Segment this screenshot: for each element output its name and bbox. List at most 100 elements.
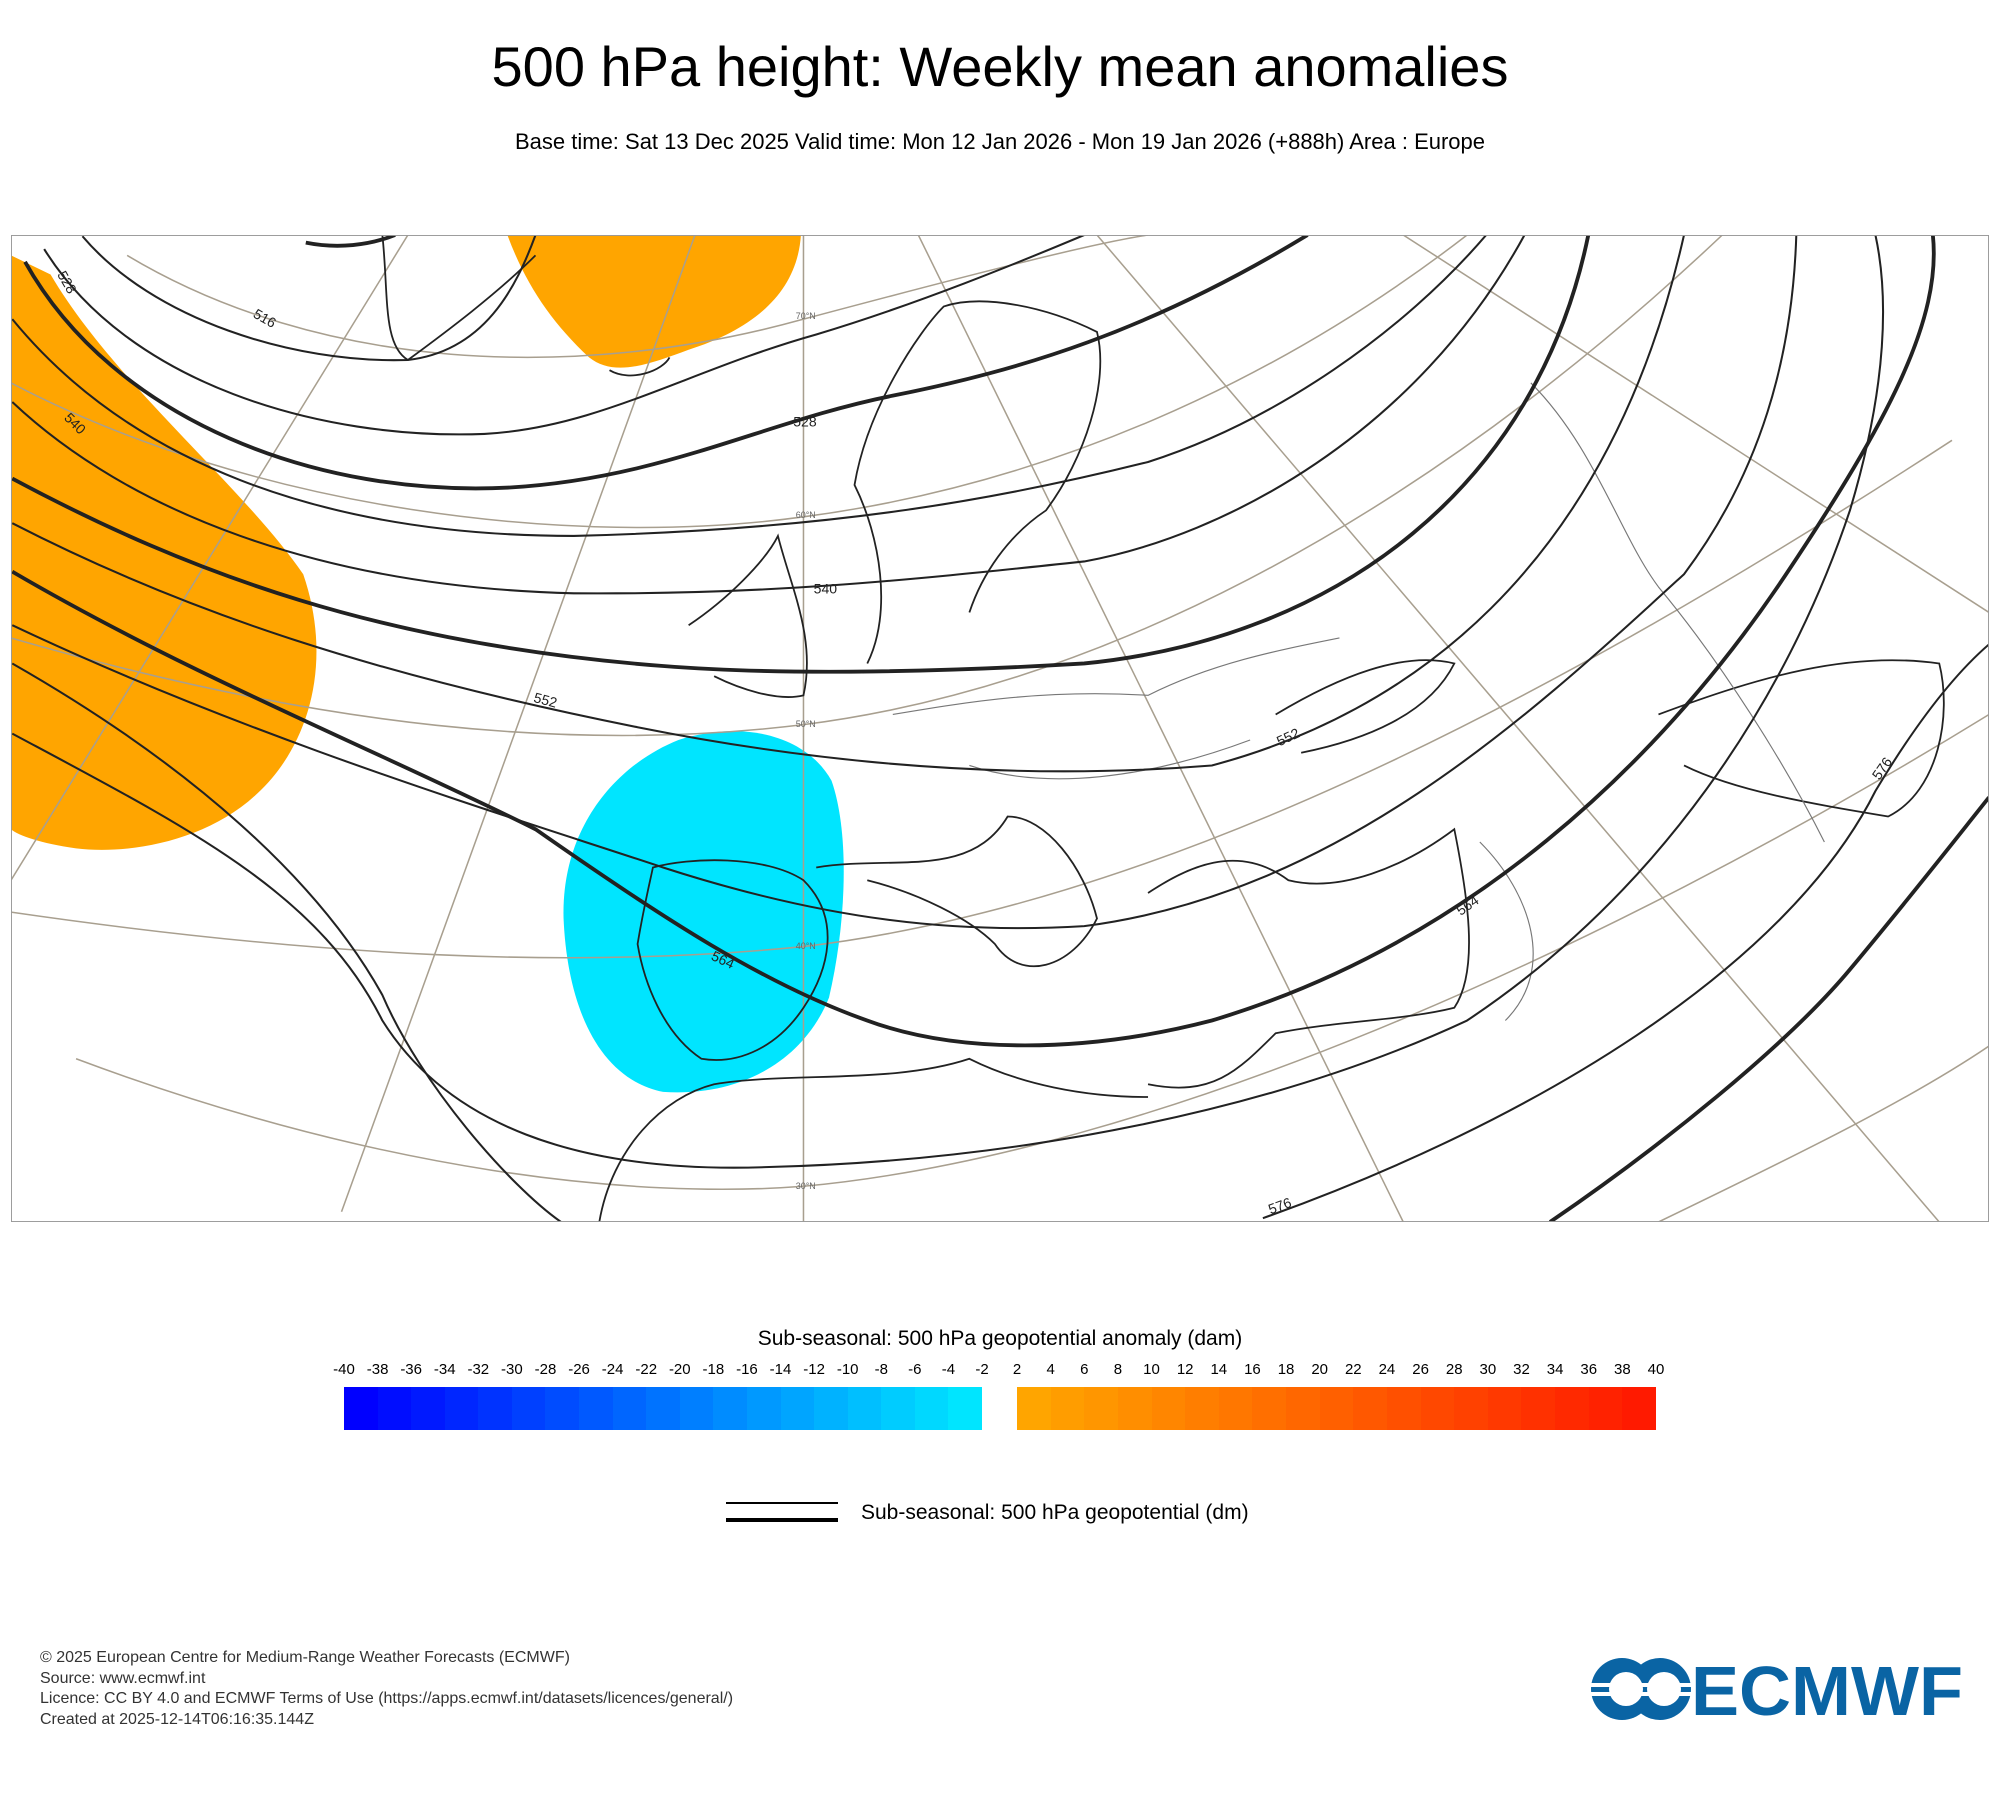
positive-bin — [1420, 1387, 1455, 1430]
colorbar-tick: 38 — [1614, 1361, 1631, 1378]
colorbar-tick: -26 — [568, 1361, 590, 1378]
negative-bin — [545, 1387, 580, 1430]
lat-label: 40°N — [796, 941, 816, 951]
colorbar-tick: 40 — [1647, 1361, 1665, 1378]
colorbar-tick: 26 — [1412, 1361, 1429, 1378]
colorbar-negative — [344, 1387, 982, 1430]
colorbar-tick: -20 — [668, 1361, 691, 1378]
positive-bin — [1185, 1387, 1219, 1430]
negative-bin — [847, 1387, 882, 1430]
negative-bin — [746, 1387, 781, 1430]
colorbar-tick: -22 — [635, 1361, 658, 1378]
colorbar-tick: -36 — [400, 1361, 422, 1378]
negative-bin — [579, 1387, 613, 1430]
contour-legend-label: Sub-seasonal: 500 hPa geopotential (dm) — [861, 1501, 1249, 1524]
colorbar-tick: -4 — [941, 1361, 956, 1378]
colorbar-tick: 2 — [1012, 1361, 1022, 1378]
colorbar-tick: -6 — [908, 1361, 922, 1378]
colorbar-tick: 18 — [1277, 1361, 1295, 1378]
positive-bin — [1622, 1387, 1656, 1430]
colorbar-tick: -28 — [534, 1361, 557, 1378]
positive-anomaly-north — [507, 235, 801, 368]
colorbar-ticks: -40 -38 -36 -34 -32 -30 -28 -26 -24 -22 -20 -18 -16-… — [0, 1361, 2000, 1383]
contour-582 — [1548, 796, 1989, 1222]
negative-bin — [612, 1387, 647, 1430]
positive-bin — [1286, 1387, 1320, 1430]
contour-528 — [23, 235, 1309, 491]
colorbar-positive — [1017, 1387, 1656, 1430]
contour-522 — [43, 235, 1085, 436]
contour-546 — [11, 235, 1591, 674]
positive-bin — [1353, 1387, 1387, 1430]
contour-534 — [11, 235, 1487, 537]
contour-label: 540 — [814, 580, 838, 596]
contour-570 — [11, 235, 1885, 1169]
negative-bin — [511, 1387, 546, 1430]
colorbar-tick: 10 — [1143, 1361, 1160, 1378]
geopotential-contours — [11, 235, 1989, 1222]
contour-558 — [11, 235, 1798, 930]
colorbar-tick: -12 — [803, 1361, 825, 1378]
source: Source: www.ecmwf.int — [40, 1669, 206, 1687]
contour-564 — [11, 235, 1936, 1048]
negative-bin — [646, 1387, 680, 1430]
ecmwf-logo: ECMWF — [1588, 1654, 1963, 1724]
colorbar-tick: -16 — [736, 1361, 758, 1378]
contour-576a — [11, 662, 562, 1222]
positive-bin — [1386, 1387, 1421, 1430]
negative-bin — [679, 1387, 714, 1430]
colorbar-tick: 30 — [1479, 1361, 1497, 1378]
contour-510 — [305, 235, 396, 248]
contour-label: 576 — [1266, 1194, 1294, 1217]
coastlines — [381, 235, 1945, 1222]
colorbar-tick: 4 — [1046, 1361, 1055, 1378]
colorbar-tick: 12 — [1176, 1361, 1194, 1378]
positive-bin — [1117, 1387, 1152, 1430]
positive-bin — [1454, 1387, 1488, 1430]
colorbar-tick: -10 — [836, 1361, 859, 1378]
contour-552 — [11, 235, 1686, 773]
colorbar-tick: -38 — [366, 1361, 389, 1378]
colorbar-tick: -18 — [702, 1361, 725, 1378]
positive-bin — [1487, 1387, 1522, 1430]
positive-bin — [1588, 1387, 1623, 1430]
negative-bin — [914, 1387, 949, 1430]
negative-anomaly-iberia — [563, 731, 844, 1093]
created-at: Created at 2025-12-14T06:16:35.144Z — [40, 1710, 314, 1728]
colorbar-tick: -34 — [433, 1361, 456, 1378]
colorbar-tick: 8 — [1113, 1361, 1123, 1378]
chart-title: 500 hPa height: Weekly mean anomalies — [491, 35, 1509, 98]
contour-line-sample — [726, 1502, 838, 1522]
footer: © 2025 European Centre for Medium-Range … — [40, 1648, 733, 1730]
positive-bin — [1050, 1387, 1085, 1430]
country-borders — [892, 382, 1825, 1021]
colorbar-tick: -2 — [975, 1361, 989, 1378]
shading-legend-title: Sub-seasonal: 500 hPa geopotential anoma… — [757, 1327, 1243, 1350]
colorbar-tick: -14 — [769, 1361, 792, 1378]
colorbar-tick: -24 — [601, 1361, 624, 1378]
positive-bin — [1218, 1387, 1253, 1430]
negative-bin — [948, 1387, 982, 1430]
lat-label: 30°N — [796, 1181, 816, 1191]
svg-text:ECMWF: ECMWF — [1691, 1654, 1963, 1724]
negative-bin — [478, 1387, 512, 1430]
map-background — [11, 235, 1989, 1222]
negative-bin — [814, 1387, 848, 1430]
chart-subtitle: Base time: Sat 13 Dec 2025 Valid time: M… — [514, 129, 1486, 154]
lat-label: 60°N — [796, 510, 816, 520]
colorbar-tick: -8 — [874, 1361, 888, 1378]
lat-label: 50°N — [796, 719, 816, 729]
colorbar-tick: 14 — [1210, 1361, 1228, 1378]
colorbar-tick: 28 — [1445, 1361, 1463, 1378]
colorbar-tick: 20 — [1311, 1361, 1329, 1378]
licence: Licence: CC BY 4.0 and ECMWF Terms of Us… — [40, 1690, 734, 1707]
copyright: © 2025 European Centre for Medium-Range … — [40, 1649, 570, 1666]
negative-bin — [344, 1387, 378, 1430]
positive-bin — [1084, 1387, 1118, 1430]
colorbar-tick: 6 — [1080, 1361, 1089, 1378]
map: 516 528 540 540 552 552 564 564 576 576 … — [11, 235, 1989, 1222]
contour-576b — [1262, 643, 1989, 1220]
positive-bin — [1555, 1387, 1589, 1430]
contour-label: 552 — [532, 689, 559, 711]
positive-bin — [1521, 1387, 1555, 1430]
